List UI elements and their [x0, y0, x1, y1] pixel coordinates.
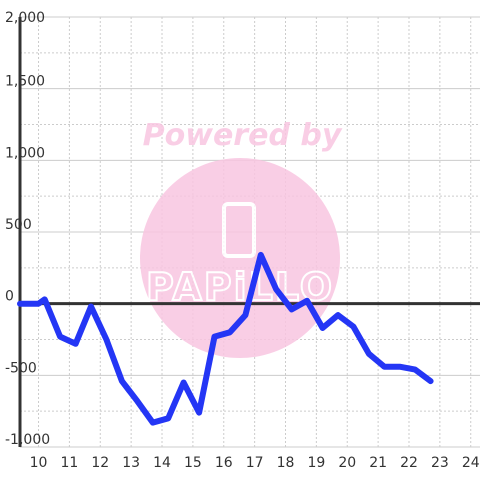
- x-tick-label: 19: [307, 455, 325, 471]
- watermark-powered-by: Powered by: [143, 118, 343, 153]
- x-tick-label: 22: [400, 455, 418, 471]
- watermark: Powered by PAPiLLO: [140, 118, 343, 358]
- x-tick-label: 17: [246, 455, 264, 471]
- x-tick-label: 24: [462, 455, 480, 471]
- x-tick-label: 23: [431, 455, 449, 471]
- y-tick-label: 1,500: [5, 74, 45, 90]
- x-tick-label: 21: [369, 455, 387, 471]
- y-tick-label: 1,000: [5, 145, 45, 161]
- x-tick-label: 10: [30, 455, 48, 471]
- y-tick-label: 0: [5, 289, 14, 305]
- x-tick-label: 20: [338, 455, 356, 471]
- y-tick-label: 500: [5, 217, 32, 233]
- series-line: [17, 251, 434, 426]
- x-tick-label: 13: [122, 455, 140, 471]
- phone-icon: [222, 202, 256, 258]
- x-tick-label: 11: [60, 455, 78, 471]
- x-tick-label: 12: [91, 455, 109, 471]
- x-tick-label: 15: [184, 455, 202, 471]
- x-tick-label: 14: [153, 455, 171, 471]
- series: [17, 251, 434, 426]
- y-tick-label: -1,000: [5, 432, 50, 448]
- y-tick-label: 2,000: [5, 10, 45, 26]
- x-tick-label: 16: [215, 455, 233, 471]
- y-tick-label: -500: [5, 360, 37, 376]
- x-tick-label: 18: [277, 455, 295, 471]
- tick-labels: -1,000 -500 0 500 1,000 1,500 2,000 10 11 12 13 14 1…: [5, 10, 480, 471]
